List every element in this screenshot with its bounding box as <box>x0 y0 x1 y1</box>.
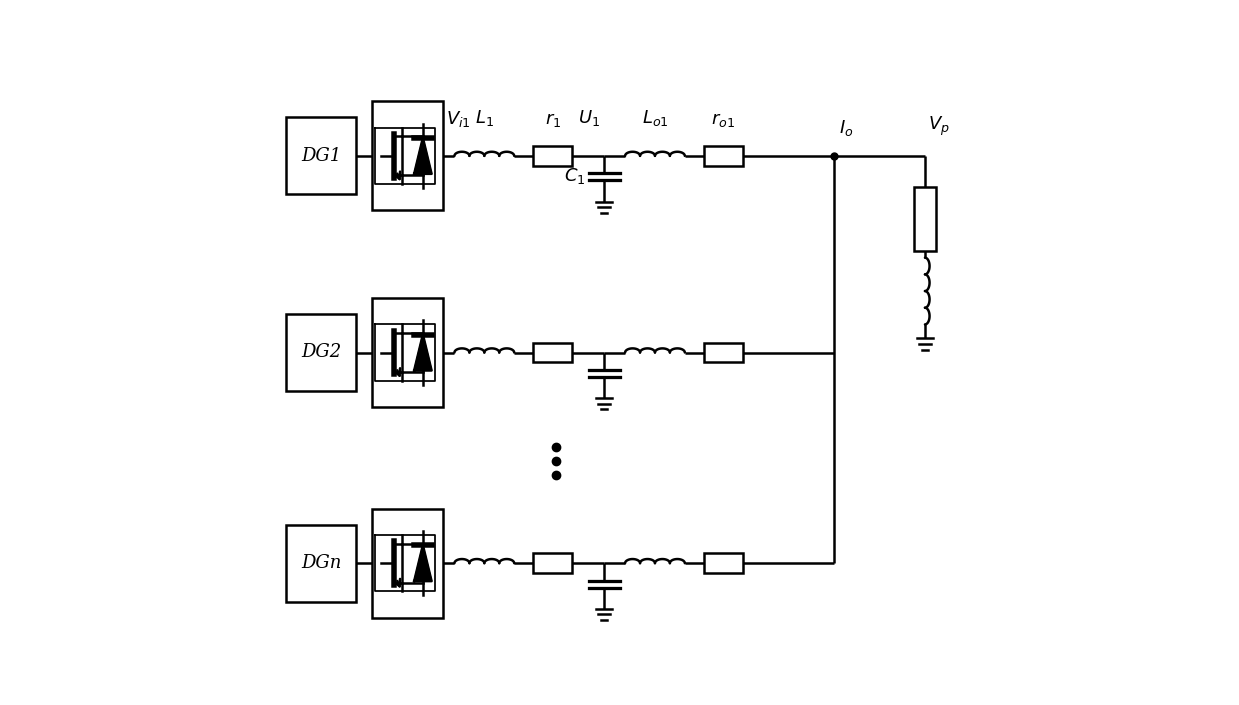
Text: $V_{i1}$: $V_{i1}$ <box>446 109 471 129</box>
Bar <box>286 525 356 602</box>
Bar <box>286 314 356 391</box>
Text: $r_1$: $r_1$ <box>545 111 561 129</box>
Bar <box>704 553 742 573</box>
Bar <box>286 117 356 195</box>
Bar <box>372 102 442 210</box>
Bar <box>534 553 572 573</box>
Text: $C_1$: $C_1$ <box>564 166 586 185</box>
Text: $U_1$: $U_1$ <box>579 108 601 128</box>
Bar <box>534 146 572 166</box>
Bar <box>372 509 442 618</box>
Text: $I_o$: $I_o$ <box>839 118 854 138</box>
Polygon shape <box>414 138 431 174</box>
Bar <box>372 298 442 407</box>
Text: DG2: DG2 <box>301 343 341 362</box>
Polygon shape <box>414 545 431 581</box>
Bar <box>704 343 742 362</box>
Text: $L_{o1}$: $L_{o1}$ <box>642 108 668 128</box>
Bar <box>704 146 742 166</box>
Text: $L_1$: $L_1$ <box>475 108 494 128</box>
Text: DG1: DG1 <box>301 147 341 165</box>
Text: DGn: DGn <box>301 554 341 572</box>
Bar <box>914 188 935 251</box>
Text: $r_{o1}$: $r_{o1}$ <box>711 111 736 129</box>
Polygon shape <box>414 335 431 370</box>
Text: $V_p$: $V_p$ <box>928 115 950 138</box>
Bar <box>534 343 572 362</box>
